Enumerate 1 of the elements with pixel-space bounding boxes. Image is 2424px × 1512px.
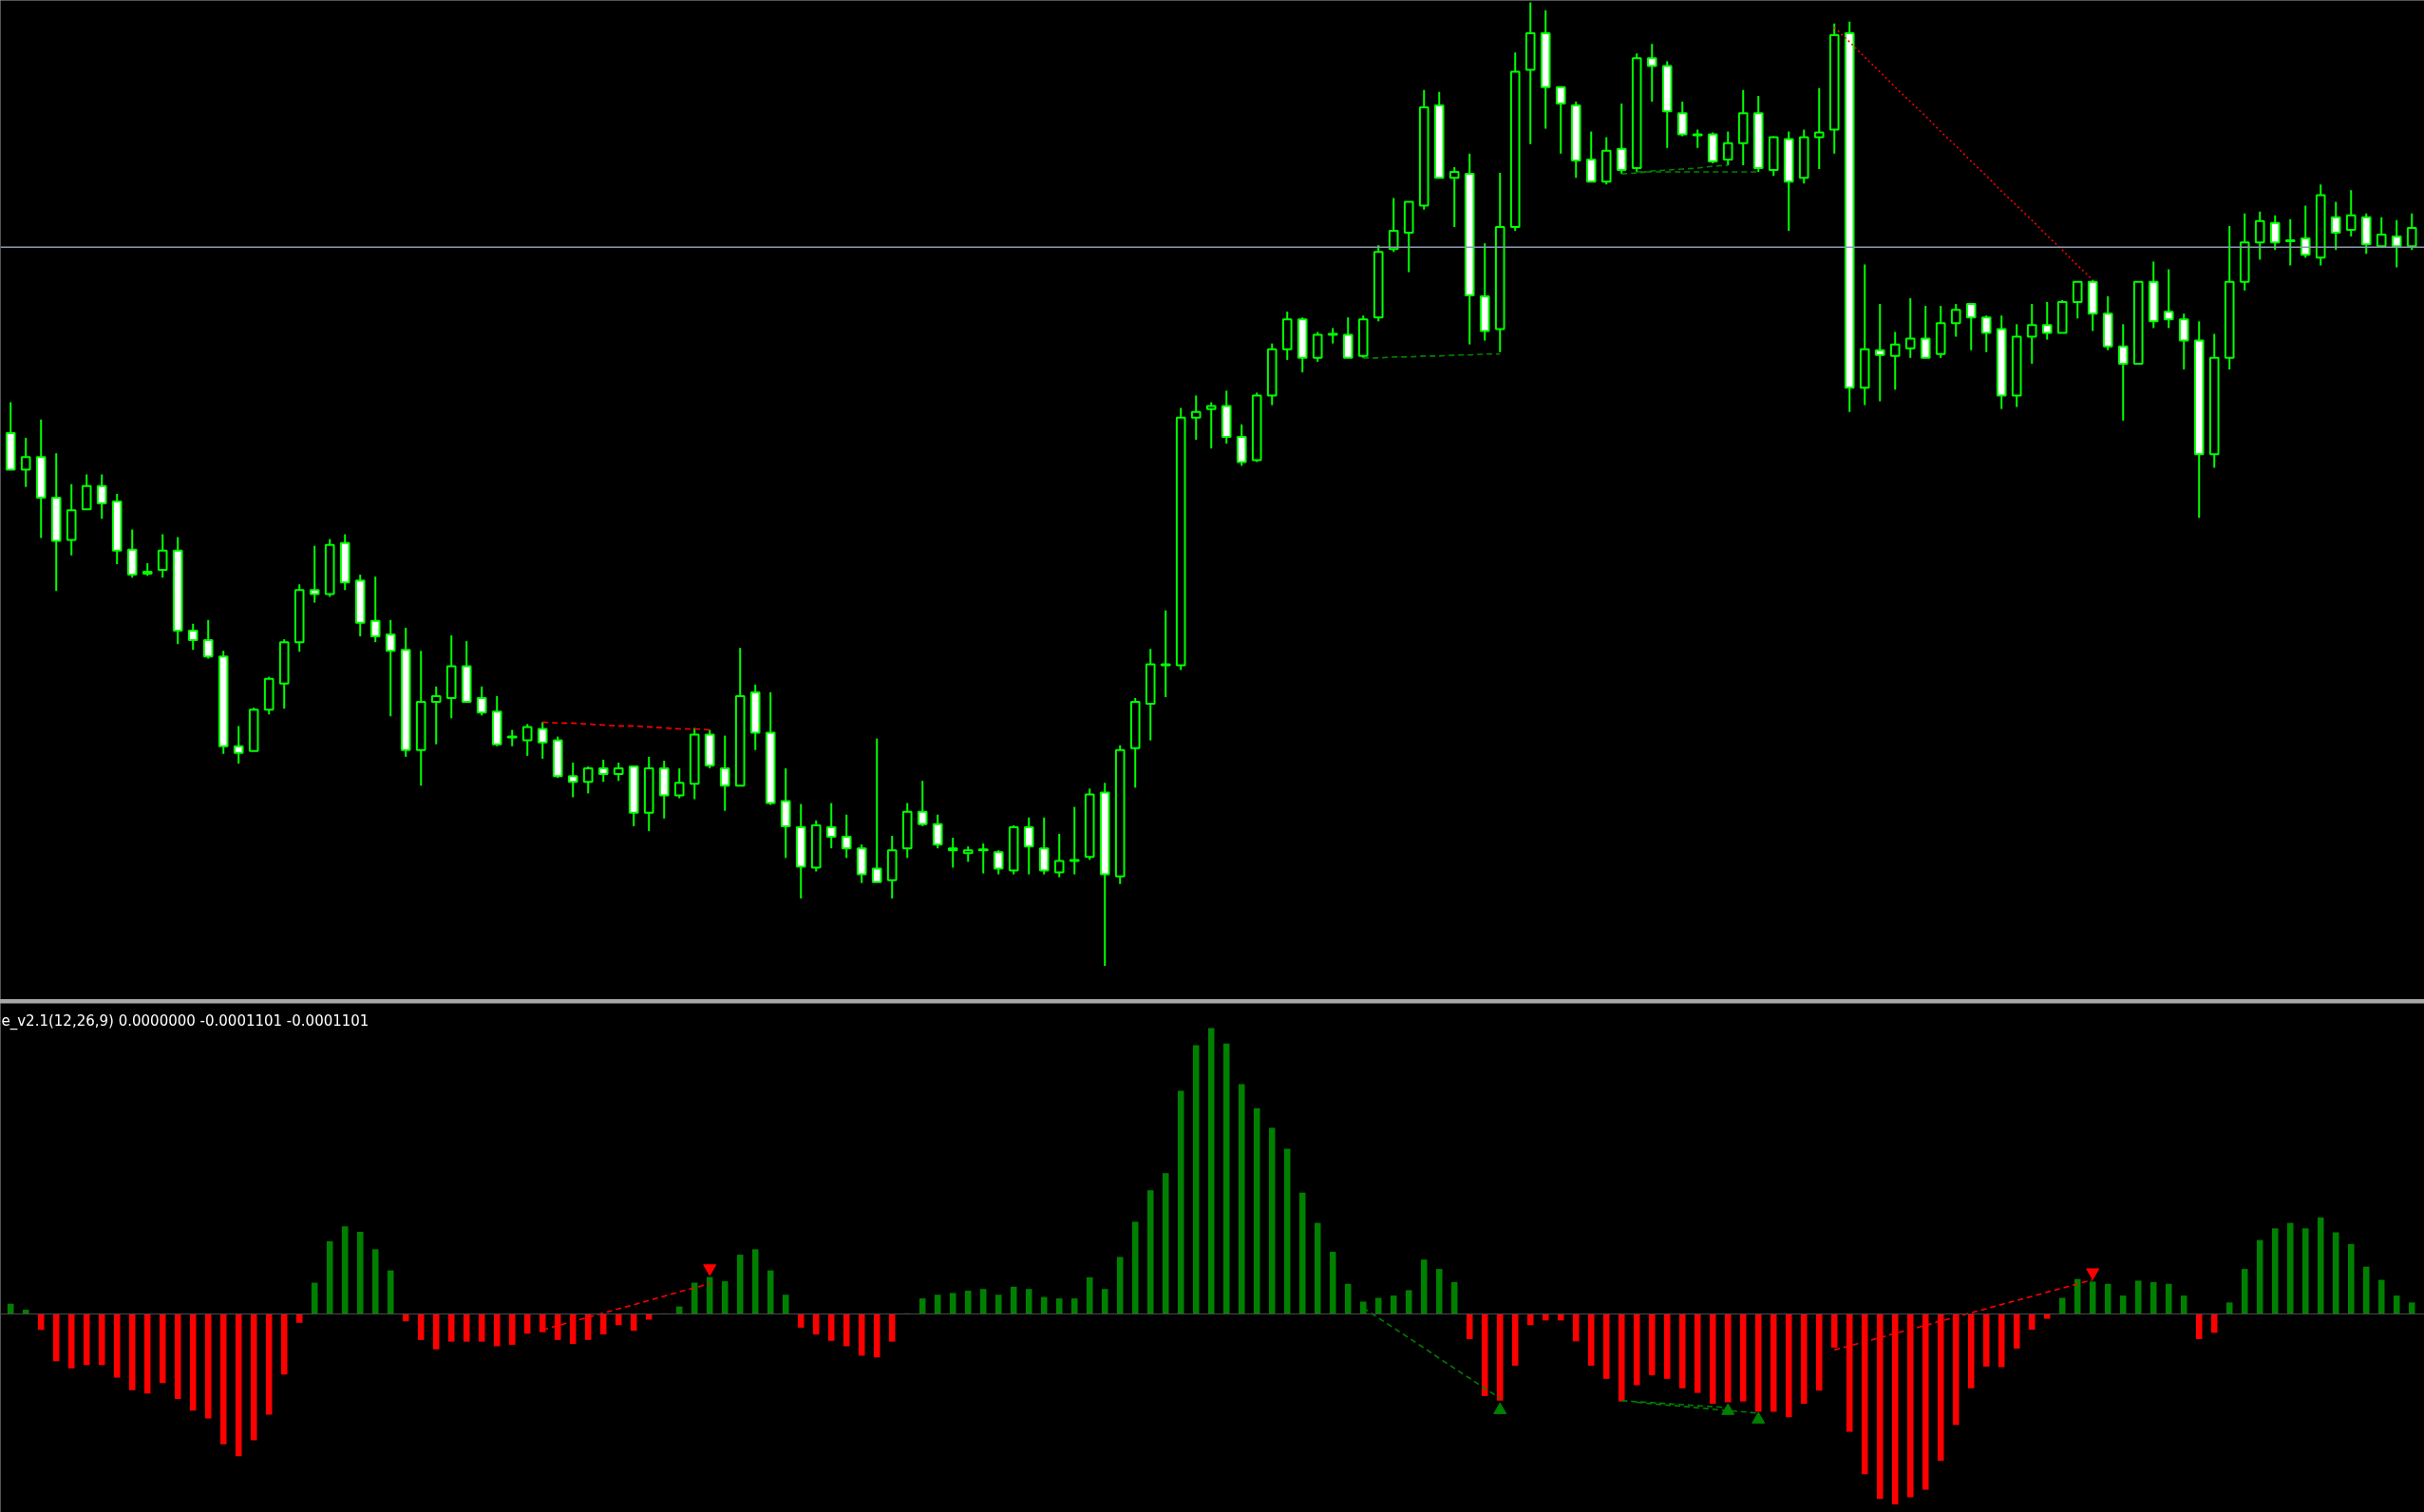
chart-title: e_v2.1(12,26,9) 0.0000000 -0.0001101 -0.0001101: [1, 1011, 369, 1030]
